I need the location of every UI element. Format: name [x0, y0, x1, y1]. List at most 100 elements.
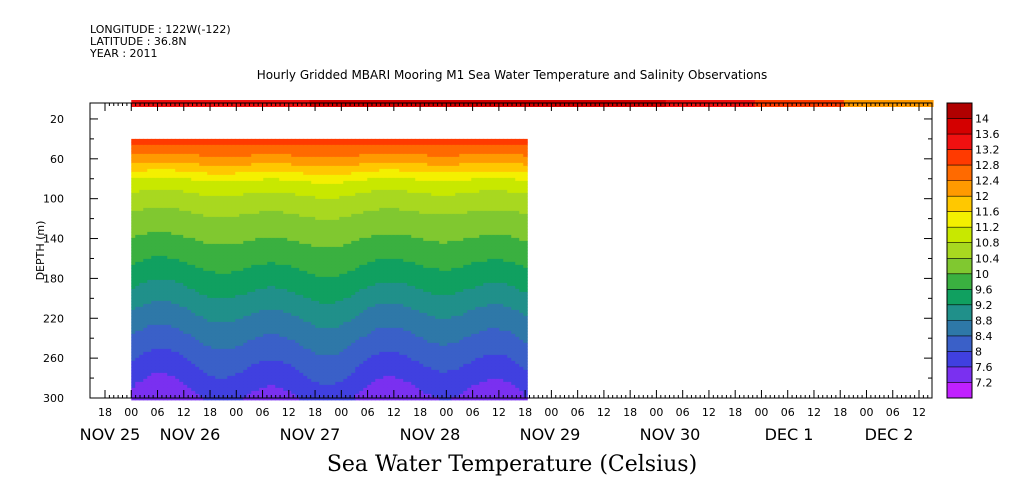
- profile-temperature-cell: [307, 363, 312, 368]
- profile-temperature-cell: [339, 183, 344, 188]
- profile-temperature-cell: [299, 210, 304, 215]
- profile-temperature-cell: [215, 246, 220, 251]
- profile-temperature-cell: [219, 141, 224, 146]
- profile-temperature-cell: [179, 294, 184, 299]
- profile-temperature-cell: [187, 222, 192, 227]
- profile-temperature-cell: [151, 357, 156, 362]
- profile-temperature-cell: [175, 393, 180, 398]
- profile-temperature-cell: [251, 387, 256, 392]
- profile-temperature-cell: [287, 261, 292, 266]
- profile-temperature-cell: [327, 216, 332, 221]
- profile-temperature-cell: [339, 276, 344, 281]
- profile-temperature-cell: [235, 270, 240, 275]
- profile-temperature-cell: [259, 288, 264, 293]
- profile-temperature-cell: [211, 186, 216, 191]
- profile-temperature-cell: [303, 198, 308, 203]
- profile-temperature-cell: [155, 213, 160, 218]
- profile-temperature-cell: [311, 363, 316, 368]
- profile-temperature-cell: [131, 306, 136, 311]
- profile-temperature-cell: [315, 285, 320, 290]
- profile-temperature-cell: [219, 138, 224, 143]
- profile-temperature-cell: [215, 342, 220, 347]
- profile-temperature-cell: [243, 258, 248, 263]
- profile-temperature-cell: [211, 237, 216, 242]
- profile-temperature-cell: [167, 216, 172, 221]
- profile-temperature-cell: [307, 156, 312, 161]
- profile-temperature-cell: [203, 210, 208, 215]
- profile-temperature-cell: [227, 387, 232, 392]
- profile-temperature-cell: [143, 246, 148, 251]
- profile-temperature-cell: [351, 273, 356, 278]
- profile-temperature-cell: [271, 348, 276, 353]
- profile-temperature-cell: [275, 201, 280, 206]
- profile-temperature-cell: [315, 378, 320, 383]
- profile-temperature-cell: [323, 201, 328, 206]
- profile-temperature-cell: [327, 234, 332, 239]
- profile-temperature-cell: [271, 285, 276, 290]
- profile-temperature-cell: [235, 282, 240, 287]
- profile-temperature-cell: [251, 279, 256, 284]
- profile-temperature-cell: [279, 384, 284, 389]
- profile-temperature-cell: [319, 297, 324, 302]
- profile-temperature-cell: [147, 138, 152, 143]
- profile-temperature-cell: [227, 279, 232, 284]
- profile-temperature-cell: [343, 348, 348, 353]
- profile-temperature-cell: [219, 207, 224, 212]
- profile-temperature-cell: [251, 204, 256, 209]
- profile-temperature-cell: [191, 192, 196, 197]
- profile-temperature-cell: [139, 375, 144, 380]
- profile-temperature-cell: [275, 378, 280, 383]
- profile-temperature-cell: [187, 180, 192, 185]
- profile-temperature-cell: [139, 207, 144, 212]
- profile-temperature-cell: [271, 360, 276, 365]
- profile-temperature-cell: [275, 339, 280, 344]
- profile-temperature-cell: [163, 144, 168, 149]
- profile-temperature-cell: [311, 195, 316, 200]
- profile-temperature-cell: [183, 369, 188, 374]
- profile-temperature-cell: [231, 168, 236, 173]
- profile-temperature-cell: [219, 168, 224, 173]
- profile-temperature-cell: [179, 363, 184, 368]
- profile-temperature-cell: [263, 207, 268, 212]
- profile-temperature-cell: [311, 315, 316, 320]
- profile-temperature-cell: [203, 255, 208, 260]
- profile-temperature-cell: [191, 210, 196, 215]
- profile-temperature-cell: [203, 174, 208, 179]
- profile-temperature-cell: [139, 153, 144, 158]
- profile-temperature-cell: [295, 237, 300, 242]
- profile-temperature-cell: [355, 219, 360, 224]
- profile-temperature-cell: [199, 228, 204, 233]
- profile-temperature-cell: [139, 237, 144, 242]
- profile-temperature-cell: [343, 300, 348, 305]
- profile-temperature-cell: [259, 270, 264, 275]
- profile-temperature-cell: [279, 210, 284, 215]
- profile-temperature-cell: [307, 375, 312, 380]
- profile-temperature-cell: [319, 237, 324, 242]
- profile-temperature-cell: [303, 357, 308, 362]
- profile-temperature-cell: [271, 303, 276, 308]
- profile-temperature-cell: [163, 354, 168, 359]
- profile-temperature-cell: [327, 258, 332, 263]
- profile-temperature-cell: [275, 261, 280, 266]
- profile-temperature-cell: [215, 147, 220, 152]
- profile-temperature-cell: [279, 393, 284, 398]
- profile-temperature-cell: [299, 195, 304, 200]
- profile-temperature-cell: [175, 258, 180, 263]
- profile-temperature-cell: [155, 177, 160, 182]
- profile-temperature-cell: [195, 300, 200, 305]
- profile-temperature-cell: [227, 285, 232, 290]
- profile-temperature-cell: [223, 246, 228, 251]
- profile-temperature-cell: [283, 183, 288, 188]
- profile-temperature-cell: [187, 300, 192, 305]
- profile-temperature-cell: [267, 291, 272, 296]
- profile-temperature-cell: [287, 372, 292, 377]
- profile-temperature-cell: [283, 165, 288, 170]
- profile-temperature-cell: [219, 390, 224, 395]
- profile-temperature-cell: [135, 189, 140, 194]
- profile-temperature-cell: [171, 273, 176, 278]
- profile-temperature-cell: [199, 138, 204, 143]
- profile-temperature-cell: [307, 240, 312, 245]
- profile-temperature-cell: [203, 246, 208, 251]
- profile-temperature-cell: [339, 246, 344, 251]
- profile-temperature-cell: [359, 204, 364, 209]
